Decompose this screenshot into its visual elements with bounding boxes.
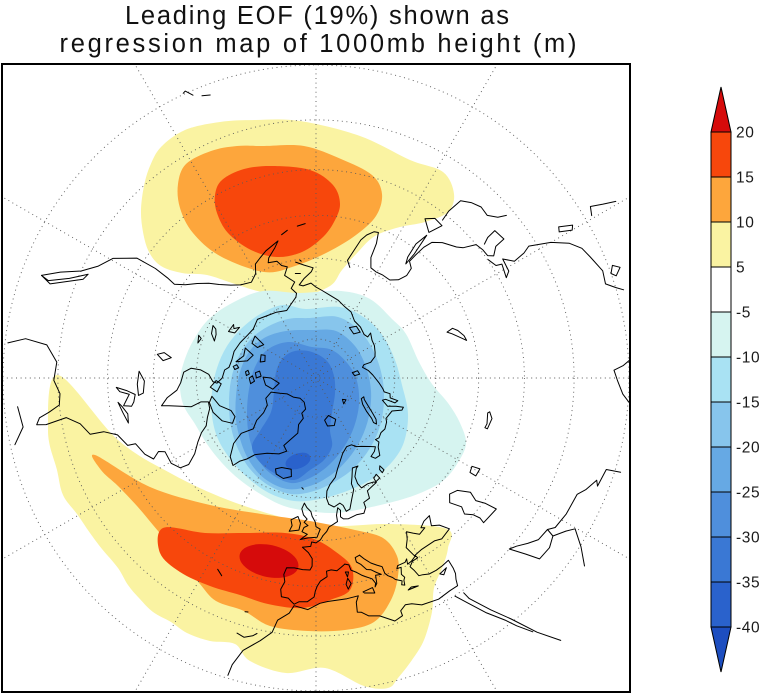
svg-text:-30: -30: [736, 530, 760, 547]
svg-text:-35: -35: [736, 575, 760, 592]
svg-text:Leading EOF (19%) shown as: Leading EOF (19%) shown as: [125, 2, 509, 30]
svg-text:-20: -20: [736, 440, 760, 457]
svg-text:-25: -25: [736, 485, 760, 502]
svg-text:-40: -40: [736, 620, 760, 637]
svg-text:5: 5: [736, 260, 745, 277]
svg-text:-15: -15: [736, 395, 760, 412]
svg-text:15: 15: [736, 170, 754, 187]
svg-text:10: 10: [736, 215, 754, 232]
svg-text:-10: -10: [736, 350, 760, 367]
svg-text:-5: -5: [736, 305, 751, 322]
svg-text:20: 20: [736, 125, 754, 142]
